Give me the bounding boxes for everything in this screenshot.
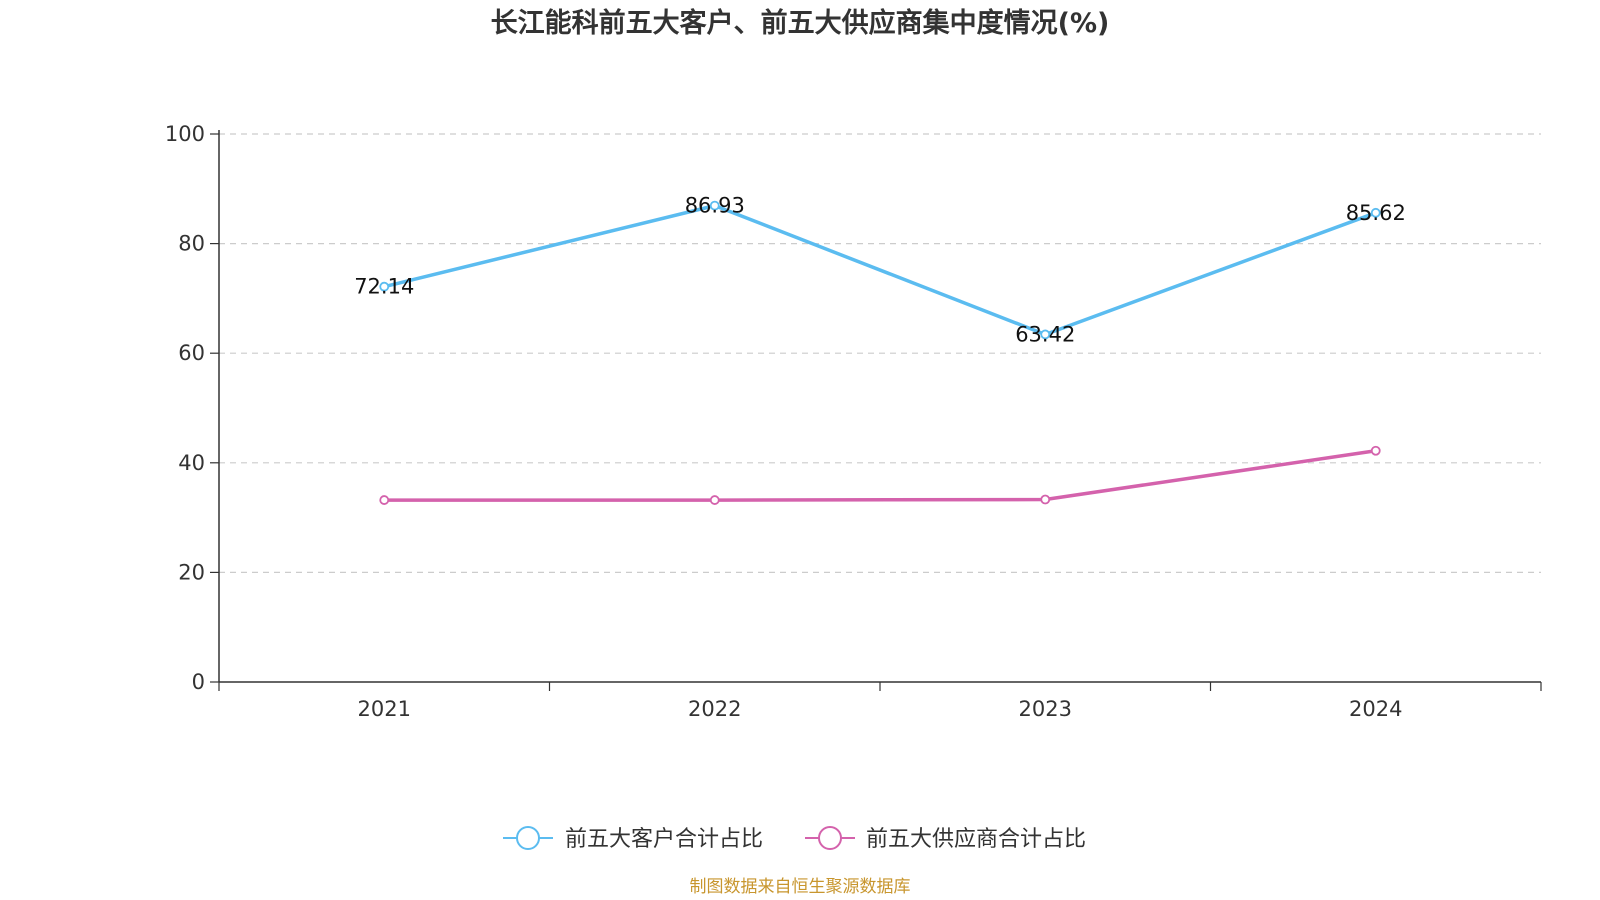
y-tick-label: 100 xyxy=(165,122,205,146)
grid-lines xyxy=(219,133,1541,574)
series-line-1 xyxy=(383,203,1377,337)
data-label: 72.14 xyxy=(354,275,414,299)
series-line-2 xyxy=(384,449,1377,502)
x-tick-label: 2022 xyxy=(688,697,741,721)
legend-item-2[interactable]: 前五大供应商合计占比 xyxy=(805,826,1086,852)
data-point xyxy=(379,495,390,505)
y-tick-label: 60 xyxy=(178,341,205,365)
legend-label: 前五大客户合计占比 xyxy=(565,827,763,852)
data-point xyxy=(709,200,720,211)
axes: 0 20 40 60 80 100 2021 2022 2023 2024 xyxy=(165,122,1542,721)
legend-marker xyxy=(516,826,540,850)
series-layer xyxy=(379,200,1381,505)
y-tick-label: 80 xyxy=(178,232,205,256)
data-label: 86.93 xyxy=(685,194,745,218)
y-tick-label: 20 xyxy=(178,560,205,584)
data-point xyxy=(1040,494,1051,505)
data-point xyxy=(1040,329,1051,340)
x-tick-label: 2021 xyxy=(358,697,411,721)
data-point xyxy=(379,281,390,292)
data-labels: 72.14 86.93 63.42 85.62 xyxy=(354,194,1406,347)
legend[interactable]: 前五大客户合计占比 前五大供应商合计占比 xyxy=(503,826,1086,852)
legend-label: 前五大供应商合计占比 xyxy=(866,827,1086,852)
data-label: 63.42 xyxy=(1015,322,1075,346)
data-point xyxy=(1370,445,1381,456)
legend-item-1[interactable]: 前五大客户合计占比 xyxy=(503,826,763,852)
legend-marker xyxy=(818,826,842,850)
chart-title: 长江能科前五大客户、前五大供应商集中度情况(%) xyxy=(491,7,1110,39)
data-point xyxy=(709,495,720,505)
source-note: 制图数据来自恒生聚源数据库 xyxy=(690,877,911,897)
x-tick-label: 2024 xyxy=(1349,697,1402,721)
y-tick-label: 40 xyxy=(178,451,205,475)
y-tick-label: 0 xyxy=(192,670,205,694)
x-tick-label: 2023 xyxy=(1019,697,1072,721)
data-point xyxy=(1370,207,1381,218)
data-label: 85.62 xyxy=(1346,201,1406,225)
